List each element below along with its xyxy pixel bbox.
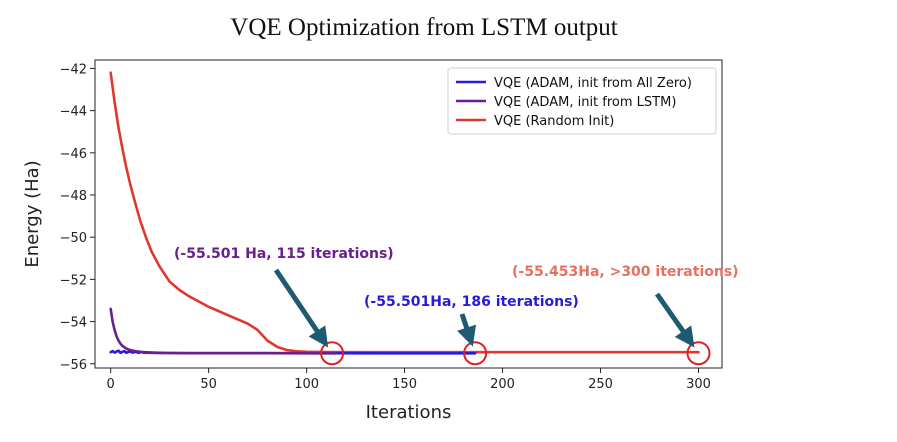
legend-label-0: VQE (ADAM, init from All Zero)	[494, 76, 692, 91]
series-layer	[109, 71, 700, 355]
annotation-arrow-2	[654, 292, 695, 348]
legend-label-2: VQE (Random Init)	[494, 114, 614, 129]
annotation-arrow-0	[273, 268, 329, 348]
x-tick-label: 200	[490, 377, 515, 392]
x-tick-label: 300	[686, 377, 711, 392]
legend: VQE (ADAM, init from All Zero) VQE (ADAM,…	[447, 67, 717, 135]
y-axis-title: Energy (Ha)	[22, 160, 43, 267]
y-tick-label: −52	[60, 273, 87, 288]
ticks-layer: 0 50 100 150 200 250 300 −42 −44 −46 −48 −50 −52 −54 −…	[60, 62, 711, 392]
legend-label-1: VQE (ADAM, init from LSTM)	[494, 95, 676, 110]
arrows-layer	[273, 268, 695, 348]
y-tick-label: −56	[60, 358, 87, 373]
x-tick-label: 150	[392, 377, 417, 392]
x-axis-title: Iterations	[366, 402, 452, 423]
chart-title: VQE Optimization from LSTM output	[230, 14, 618, 41]
y-tick-label: −42	[60, 62, 87, 77]
x-tick-label: 0	[107, 377, 115, 392]
y-tick-label: −48	[60, 189, 87, 204]
y-tick-label: −50	[60, 231, 87, 246]
x-tick-label: 50	[200, 377, 217, 392]
x-tick-label: 250	[588, 377, 613, 392]
y-tick-label: −46	[60, 147, 87, 162]
annotation-all-zero: (-55.501Ha, 186 iterations)	[364, 294, 579, 310]
annotation-arrow-1	[457, 313, 477, 347]
x-tick-label: 100	[294, 377, 319, 392]
series-line-1	[109, 307, 338, 355]
y-tick-label: −44	[60, 105, 87, 120]
annotation-random-init: (-55.453Ha, >300 iterations)	[512, 264, 739, 280]
plot-area-frame	[94, 59, 723, 369]
highlight-circle-0	[320, 341, 345, 366]
annotation-lstm: (-55.501 Ha, 115 iterations)	[174, 246, 394, 262]
y-tick-label: −54	[60, 316, 87, 331]
legend-box	[447, 67, 717, 135]
highlight-circle-2	[686, 341, 711, 366]
